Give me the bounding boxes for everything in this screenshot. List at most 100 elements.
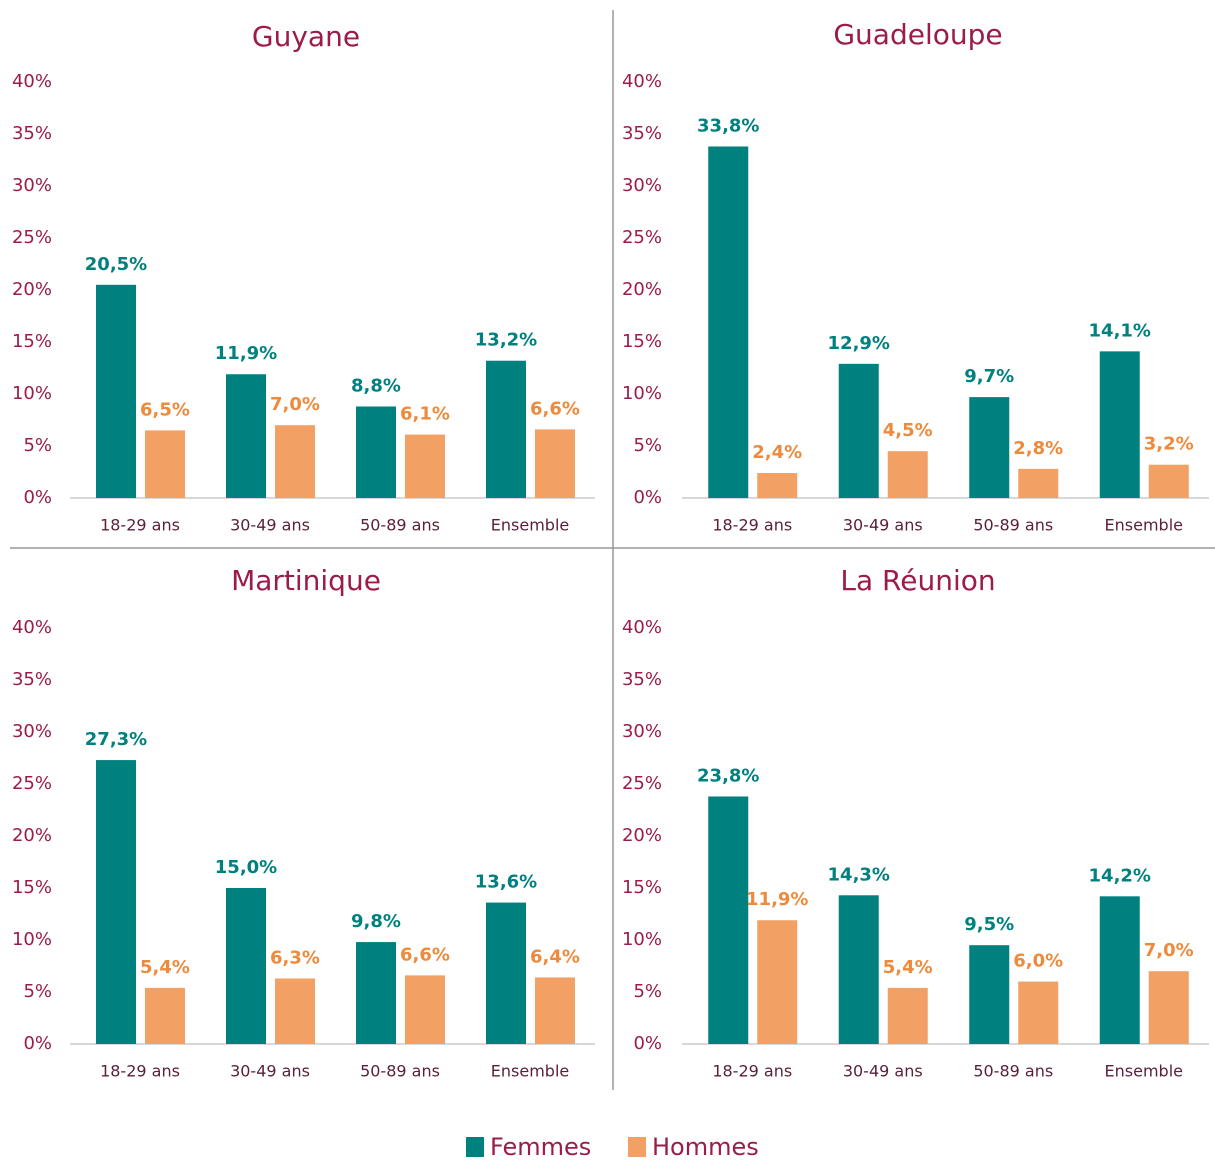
legend-swatch [628,1137,646,1157]
x-tick-label: 30-49 ans [843,1062,923,1081]
y-tick-label: 10% [12,383,52,404]
y-tick-label: 0% [23,1033,52,1054]
data-label: 9,5% [964,914,1014,935]
bar [226,888,266,1044]
data-label: 9,7% [964,366,1014,387]
data-label: 15,0% [215,857,277,878]
bar [96,284,136,498]
y-tick-label: 30% [12,175,52,196]
bar [969,945,1010,1044]
data-label: 11,9% [746,889,808,910]
data-label: 4,5% [883,420,933,441]
x-tick-label: 30-49 ans [230,516,310,535]
bar [405,434,445,498]
data-label: 5,4% [883,957,933,978]
data-label: 23,8% [697,765,759,786]
data-label: 14,1% [1089,320,1151,341]
data-label: 12,9% [828,333,890,354]
x-tick-label: 30-49 ans [843,516,923,535]
bar [1018,468,1059,498]
x-tick-label: Ensemble [1105,1062,1183,1081]
y-tick-label: 30% [12,721,52,742]
chart-title: Guadeloupe [833,18,1002,51]
y-tick-label: 25% [622,227,662,248]
y-tick-label: 15% [12,331,52,352]
bar [486,902,526,1044]
y-tick-label: 40% [622,71,662,92]
bar [275,978,315,1044]
y-tick-label: 40% [622,617,662,638]
y-tick-label: 20% [12,825,52,846]
legend-label: Femmes [490,1133,591,1160]
data-label: 13,6% [475,872,537,893]
bar [757,920,798,1044]
bar [145,987,185,1044]
bar [535,429,575,498]
bar [887,451,928,498]
bar [96,760,136,1044]
x-tick-label: Ensemble [491,516,569,535]
x-tick-label: 18-29 ans [712,516,792,535]
x-tick-label: Ensemble [491,1062,569,1081]
y-tick-label: 0% [633,487,662,508]
data-label: 3,2% [1144,434,1194,455]
y-tick-label: 20% [622,279,662,300]
y-tick-label: 10% [622,383,662,404]
y-tick-label: 5% [633,981,662,1002]
bar [535,977,575,1044]
bar [708,146,749,499]
data-label: 6,3% [270,947,320,968]
chart-title: Guyane [252,20,360,53]
y-tick-label: 20% [12,279,52,300]
x-tick-label: 50-89 ans [973,516,1053,535]
y-tick-label: 30% [622,721,662,742]
y-tick-label: 40% [12,71,52,92]
bar [1018,981,1059,1044]
y-tick-label: 25% [12,227,52,248]
data-label: 14,3% [828,864,890,885]
data-label: 6,1% [400,404,450,425]
bar [757,473,798,498]
y-tick-label: 5% [23,981,52,1002]
y-tick-label: 15% [12,877,52,898]
x-tick-label: 18-29 ans [100,516,180,535]
bar [708,796,749,1044]
x-tick-label: 50-89 ans [360,516,440,535]
data-label: 6,5% [140,399,190,420]
bar [356,942,396,1044]
bar [1148,464,1189,498]
bar [226,374,266,498]
y-tick-label: 15% [622,331,662,352]
y-tick-label: 10% [12,929,52,950]
y-tick-label: 25% [12,773,52,794]
y-tick-label: 5% [23,435,52,456]
chart-title: Martinique [231,564,381,597]
legend-swatch [466,1137,484,1157]
x-tick-label: 18-29 ans [712,1062,792,1081]
y-tick-label: 10% [622,929,662,950]
data-label: 2,8% [1013,438,1063,459]
bar [1099,896,1140,1044]
bar [356,406,396,498]
data-label: 6,6% [400,944,450,965]
y-tick-label: 20% [622,825,662,846]
bar [838,363,879,498]
bar [969,397,1010,498]
y-tick-label: 30% [622,175,662,196]
data-label: 5,4% [140,957,190,978]
y-tick-label: 5% [633,435,662,456]
bar [838,895,879,1044]
data-label: 27,3% [85,729,147,750]
x-tick-label: 18-29 ans [100,1062,180,1081]
data-label: 8,8% [351,375,401,396]
data-label: 33,8% [697,115,759,136]
bar [145,430,185,498]
data-label: 14,2% [1089,865,1151,886]
y-tick-label: 25% [622,773,662,794]
y-tick-label: 35% [12,669,52,690]
x-tick-label: 30-49 ans [230,1062,310,1081]
data-label: 6,4% [530,946,580,967]
y-tick-label: 0% [23,487,52,508]
legend-label: Hommes [652,1133,759,1160]
